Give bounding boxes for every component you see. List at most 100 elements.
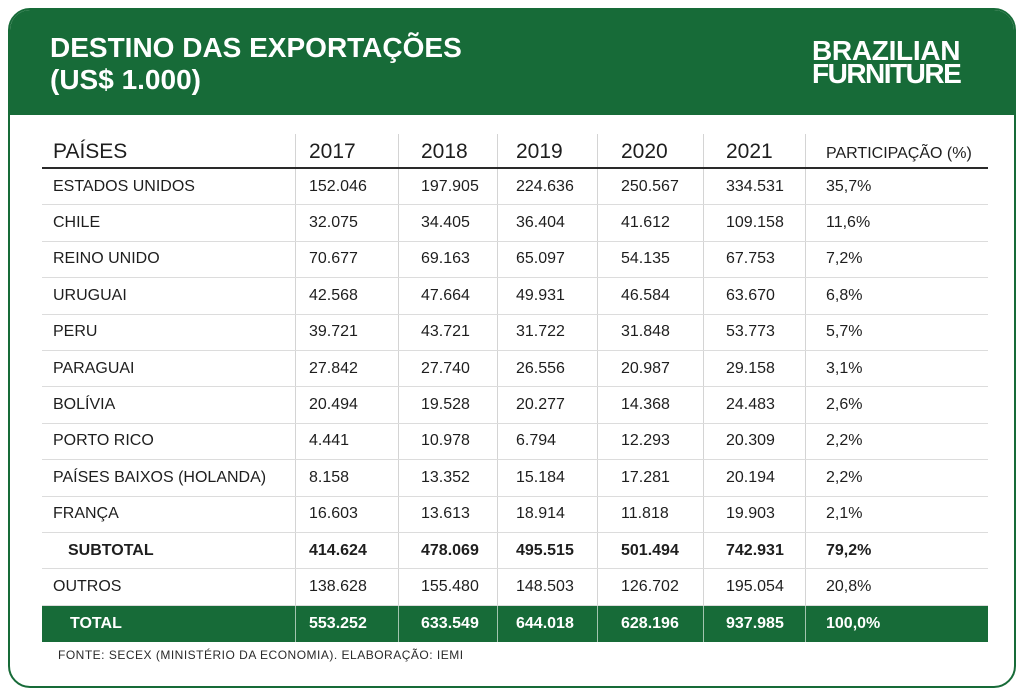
country-cell: CHILE — [53, 214, 101, 232]
exports-card: DESTINO DAS EXPORTAÇÕES (US$ 1.000) BRAZ… — [8, 8, 1016, 688]
value-cell-2019: 18.914 — [497, 496, 597, 532]
value-cell-2018: 13.613 — [398, 496, 497, 532]
value-cell-2021: 20.194 — [703, 460, 805, 496]
country-cell: PAÍSES BAIXOS (HOLANDA) — [53, 468, 267, 486]
value-cell-2020: 11.818 — [597, 496, 703, 532]
value-cell-2019: 26.556 — [497, 350, 597, 387]
country-cell: FRANÇA — [53, 505, 119, 523]
value-cell-2021: 29.158 — [703, 350, 805, 387]
value-cell-2020: 41.612 — [597, 205, 703, 241]
logo-line-brazilian: BRAZILIAN — [812, 35, 961, 66]
column-header-paises: PAÍSES — [53, 139, 128, 163]
share-cell: 35,7% — [805, 169, 988, 205]
subtotal-row: SUBTOTAL 414.624 478.069 495.515 501.494 742.… — [42, 532, 988, 570]
logo-line-furniture: FURNITURE — [812, 58, 962, 89]
value-cell-2017: 553.252 — [295, 605, 398, 642]
value-cell-2021: 109.158 — [703, 205, 805, 241]
country-cell: URUGUAI — [53, 286, 127, 304]
chart-subtitle: (US$ 1.000) — [50, 64, 201, 95]
value-cell-2017: 414.624 — [295, 532, 398, 569]
table-row: URUGUAI 42.568 47.664 49.931 46.584 63.670 6,8… — [42, 278, 988, 315]
table-row: ESTADOS UNIDOS 152.046 197.905 224.636 250.5… — [42, 169, 988, 206]
value-cell-2019: 20.277 — [497, 387, 597, 423]
value-cell-2018: 47.664 — [398, 278, 497, 314]
value-cell-2021: 20.309 — [703, 423, 805, 460]
value-cell-2017: 20.494 — [295, 387, 398, 423]
value-cell-2019: 6.794 — [497, 423, 597, 460]
value-cell-2017: 70.677 — [295, 241, 398, 278]
table-row: CHILE 32.075 34.405 36.404 41.612 109.158 11,6… — [42, 205, 988, 242]
share-cell: 79,2% — [805, 532, 988, 569]
value-cell-2020: 501.494 — [597, 532, 703, 569]
value-cell-2020: 12.293 — [597, 423, 703, 460]
share-cell: 6,8% — [805, 278, 988, 314]
share-cell: 20,8% — [805, 569, 988, 605]
chart-title: DESTINO DAS EXPORTAÇÕES — [50, 32, 462, 63]
value-cell-2021: 53.773 — [703, 314, 805, 350]
value-cell-2017: 4.441 — [295, 423, 398, 460]
column-header-2017: 2017 — [295, 134, 398, 167]
value-cell-2017: 27.842 — [295, 350, 398, 387]
value-cell-2018: 478.069 — [398, 532, 497, 569]
table-row: FRANÇA 16.603 13.613 18.914 11.818 19.903 2,1% — [42, 496, 988, 533]
value-cell-2018: 13.352 — [398, 460, 497, 496]
value-cell-2020: 126.702 — [597, 569, 703, 605]
value-cell-2017: 42.568 — [295, 278, 398, 314]
share-cell: 2,6% — [805, 387, 988, 423]
share-cell: 11,6% — [805, 205, 988, 241]
value-cell-2021: 67.753 — [703, 241, 805, 278]
table-header-row: PAÍSES 2017 2018 2019 2020 2021 PARTICIPAÇÃO (… — [42, 134, 988, 169]
value-cell-2019: 495.515 — [497, 532, 597, 569]
total-row: TOTAL 553.252 633.549 644.018 628.196 937.985… — [42, 605, 988, 642]
country-cell: PARAGUAI — [53, 359, 135, 377]
country-cell: OUTROS — [53, 577, 122, 595]
value-cell-2020: 628.196 — [597, 605, 703, 642]
others-row: OUTROS 138.628 155.480 148.503 126.702 195.05… — [42, 569, 988, 606]
value-cell-2018: 69.163 — [398, 241, 497, 278]
title-banner: DESTINO DAS EXPORTAÇÕES (US$ 1.000) BRAZ… — [10, 10, 1014, 115]
value-cell-2019: 15.184 — [497, 460, 597, 496]
column-header-2018: 2018 — [398, 134, 497, 167]
table-row: BOLÍVIA 20.494 19.528 20.277 14.368 24.483 2,6… — [42, 387, 988, 424]
value-cell-2020: 17.281 — [597, 460, 703, 496]
value-cell-2019: 31.722 — [497, 314, 597, 350]
share-cell: 2,1% — [805, 496, 988, 532]
value-cell-2019: 148.503 — [497, 569, 597, 605]
value-cell-2019: 36.404 — [497, 205, 597, 241]
share-cell: 2,2% — [805, 423, 988, 460]
value-cell-2018: 197.905 — [398, 169, 497, 205]
column-header-2021: 2021 — [703, 134, 805, 167]
value-cell-2020: 31.848 — [597, 314, 703, 350]
value-cell-2021: 195.054 — [703, 569, 805, 605]
country-cell: BOLÍVIA — [53, 396, 116, 414]
value-cell-2017: 39.721 — [295, 314, 398, 350]
table-row: REINO UNIDO 70.677 69.163 65.097 54.135 67.75… — [42, 241, 988, 279]
share-cell: 2,2% — [805, 460, 988, 496]
value-cell-2017: 152.046 — [295, 169, 398, 205]
column-header-2020: 2020 — [597, 134, 703, 167]
share-cell: 100,0% — [805, 605, 988, 642]
value-cell-2019: 49.931 — [497, 278, 597, 314]
value-cell-2018: 27.740 — [398, 350, 497, 387]
value-cell-2020: 14.368 — [597, 387, 703, 423]
total-label: TOTAL — [70, 614, 122, 632]
country-cell: ESTADOS UNIDOS — [53, 177, 195, 195]
column-header-2019: 2019 — [497, 134, 597, 167]
value-cell-2017: 138.628 — [295, 569, 398, 605]
value-cell-2019: 644.018 — [497, 605, 597, 642]
value-cell-2021: 63.670 — [703, 278, 805, 314]
source-note: FONTE: SECEX (MINISTÉRIO DA ECONOMIA). E… — [58, 648, 464, 662]
share-cell: 7,2% — [805, 241, 988, 278]
value-cell-2020: 250.567 — [597, 169, 703, 205]
value-cell-2017: 32.075 — [295, 205, 398, 241]
share-cell: 3,1% — [805, 350, 988, 387]
brand-logo: BRAZILIAN FURNITURE — [812, 35, 962, 89]
subtotal-label: SUBTOTAL — [68, 541, 154, 559]
exports-table: PAÍSES 2017 2018 2019 2020 2021 PARTICIPAÇÃO (… — [42, 134, 988, 642]
value-cell-2021: 24.483 — [703, 387, 805, 423]
value-cell-2021: 742.931 — [703, 532, 805, 569]
country-cell: PORTO RICO — [53, 432, 154, 450]
value-cell-2018: 10.978 — [398, 423, 497, 460]
share-cell: 5,7% — [805, 314, 988, 350]
value-cell-2017: 8.158 — [295, 460, 398, 496]
